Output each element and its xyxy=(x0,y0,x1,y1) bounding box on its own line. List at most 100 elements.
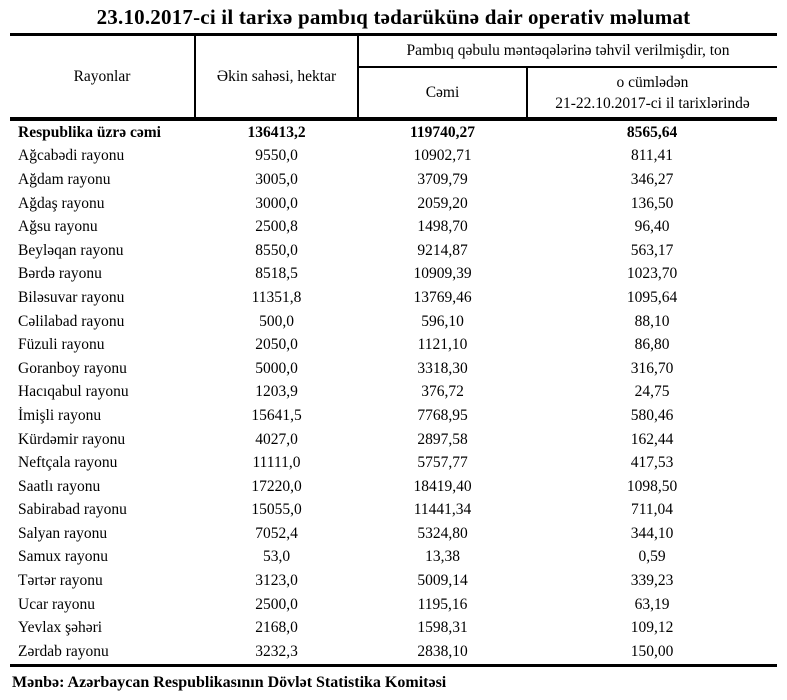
area-cell: 500,0 xyxy=(259,312,294,330)
region-cell: Samux rayonu xyxy=(18,548,108,566)
area-cell: 53,0 xyxy=(262,548,291,566)
table-row: Samux rayonu 53,0 13,38 0,59 xyxy=(10,546,777,570)
delivered-recent-cell: 86,80 xyxy=(634,336,670,354)
delivered-total-cell: 1498,70 xyxy=(417,218,468,236)
region-cell: Ucar rayonu xyxy=(18,595,96,613)
region-cell: Füzuli rayonu xyxy=(18,336,105,354)
table-row: Biləsuvar rayonu 11351,8 13769,46 1095,6… xyxy=(10,286,777,310)
table-row: Saatlı rayonu 17220,0 18419,40 1098,50 xyxy=(10,475,777,499)
table-row: Ağdaş rayonu 3000,0 2059,20 136,50 xyxy=(10,192,777,216)
delivered-recent-cell: 316,70 xyxy=(630,359,674,377)
delivered-recent-cell: 162,44 xyxy=(630,430,674,448)
table-row: Cəlilabad rayonu 500,0 596,10 88,10 xyxy=(10,310,777,334)
delivered-total-cell: 376,72 xyxy=(421,383,464,401)
delivered-recent-cell: 24,75 xyxy=(634,383,670,401)
table-body: Respublika üzrə cəmi 136413,2 119740,27 … xyxy=(10,119,777,665)
table-row: Yevlax şəhəri 2168,0 1598,31 109,12 xyxy=(10,616,777,640)
table-row: Neftçala rayonu 11111,0 5757,77 417,53 xyxy=(10,451,777,475)
delivered-total-cell: 11441,34 xyxy=(413,501,472,519)
area-cell: 3232,3 xyxy=(255,642,298,660)
delivered-total-cell: 13769,46 xyxy=(413,288,472,306)
region-cell: Sabirabad rayonu xyxy=(18,501,127,519)
delivered-recent-cell: 0,59 xyxy=(638,548,666,566)
region-cell: Respublika üzrə cəmi xyxy=(18,123,161,141)
cotton-procurement-table: Rayonlar Əkin sahəsi, hektar Pambıq qəbu… xyxy=(10,33,777,667)
delivered-recent-cell: 96,40 xyxy=(634,218,670,236)
header-row-group: Rayonlar Əkin sahəsi, hektar Pambıq qəbu… xyxy=(10,34,777,119)
column-header-region: Rayonlar xyxy=(10,34,196,119)
header-row-sub: Cəmi o cümlədən 21-22.10.2017-ci il tari… xyxy=(10,67,777,119)
area-cell: 2500,0 xyxy=(255,595,298,613)
area-cell: 4027,0 xyxy=(255,430,298,448)
delivered-total-cell: 596,10 xyxy=(421,312,464,330)
region-cell: Salyan rayonu xyxy=(18,524,108,542)
column-header-delivered-group: Pambıq qəbulu məntəqələrinə təhvil veril… xyxy=(358,34,777,68)
table-row: Bərdə rayonu 8518,5 10909,39 1023,70 xyxy=(10,263,777,287)
area-cell: 11351,8 xyxy=(251,288,302,306)
region-cell: Kürdəmir rayonu xyxy=(18,430,126,448)
delivered-recent-cell: 136,50 xyxy=(630,194,674,212)
region-cell: Goranboy rayonu xyxy=(18,359,127,377)
source-note: Mənbə: Azərbaycan Respublikasının Dövlət… xyxy=(12,673,447,691)
region-cell: Neftçala rayonu xyxy=(18,454,118,472)
delivered-total-cell: 9214,87 xyxy=(417,241,468,259)
table-row: Ağcabədi rayonu 9550,0 10902,71 811,41 xyxy=(10,145,777,169)
region-cell: Zərdab rayonu xyxy=(18,642,109,660)
delivered-recent-cell: 346,27 xyxy=(630,170,674,188)
delivered-recent-cell: 1023,70 xyxy=(626,265,678,283)
delivered-total-cell: 2838,10 xyxy=(417,642,468,660)
region-cell: Ağdaş rayonu xyxy=(18,194,105,212)
region-cell: Cəlilabad rayonu xyxy=(18,312,125,330)
table-row: Tərtər rayonu 3123,0 5009,14 339,23 xyxy=(10,569,777,593)
area-cell: 136413,2 xyxy=(247,123,306,141)
region-cell: Hacıqabul rayonu xyxy=(18,383,129,401)
area-cell: 3000,0 xyxy=(255,194,298,212)
table-row: Salyan rayonu 7052,4 5324,80 344,10 xyxy=(10,522,777,546)
table-row: Beyləqan rayonu 8550,0 9214,87 563,17 xyxy=(10,239,777,263)
table-row: Goranboy rayonu 5000,0 3318,30 316,70 xyxy=(10,357,777,381)
column-header-delivered-recent-line1: o cümlədən xyxy=(616,73,689,91)
region-cell: Tərtər rayonu xyxy=(18,572,103,590)
delivered-total-cell: 7768,95 xyxy=(417,406,468,424)
delivered-total-cell: 1121,10 xyxy=(417,336,468,354)
area-cell: 8518,5 xyxy=(255,265,298,283)
delivered-recent-cell: 339,23 xyxy=(630,572,674,590)
table-row: Hacıqabul rayonu 1203,9 376,72 24,75 xyxy=(10,381,777,405)
delivered-total-cell: 5757,77 xyxy=(417,454,468,472)
table-row: Sabirabad rayonu 15055,0 11441,34 711,04 xyxy=(10,499,777,523)
area-cell: 11111,0 xyxy=(252,454,301,472)
area-cell: 17220,0 xyxy=(251,477,302,495)
column-header-delivered-recent-line2: 21-22.10.2017-ci il tarixlərində xyxy=(555,94,750,112)
area-cell: 2050,0 xyxy=(255,336,298,354)
area-cell: 2500,8 xyxy=(255,218,298,236)
delivered-recent-cell: 563,17 xyxy=(630,241,674,259)
area-cell: 1203,9 xyxy=(255,383,298,401)
region-cell: Yevlax şəhəri xyxy=(18,619,103,637)
delivered-recent-cell: 150,00 xyxy=(630,642,674,660)
delivered-total-cell: 10909,39 xyxy=(413,265,472,283)
area-cell: 9550,0 xyxy=(255,147,298,165)
delivered-recent-cell: 344,10 xyxy=(630,524,674,542)
region-cell: Beyləqan rayonu xyxy=(18,241,124,259)
region-cell: İmişli rayonu xyxy=(18,406,102,424)
delivered-total-cell: 5009,14 xyxy=(417,572,468,590)
delivered-total-cell: 13,38 xyxy=(425,548,460,566)
report-title: 23.10.2017-ci il tarixə pambıq tədarükün… xyxy=(96,5,691,29)
table-row: İmişli rayonu 15641,5 7768,95 580,46 xyxy=(10,404,777,428)
table-row: Ağdam rayonu 3005,0 3709,79 346,27 xyxy=(10,168,777,192)
area-cell: 7052,4 xyxy=(255,524,298,542)
area-cell: 2168,0 xyxy=(255,619,298,637)
region-cell: Bərdə rayonu xyxy=(18,265,102,283)
table-header: Rayonlar Əkin sahəsi, hektar Pambıq qəbu… xyxy=(10,34,777,119)
region-cell: Biləsuvar rayonu xyxy=(18,288,125,306)
region-cell: Saatlı rayonu xyxy=(18,477,101,495)
delivered-recent-cell: 1098,50 xyxy=(626,477,678,495)
delivered-recent-cell: 711,04 xyxy=(630,501,674,519)
area-cell: 5000,0 xyxy=(255,359,298,377)
table-row: Kürdəmir rayonu 4027,0 2897,58 162,44 xyxy=(10,428,777,452)
delivered-recent-cell: 1095,64 xyxy=(626,288,678,306)
delivered-total-cell: 1195,16 xyxy=(417,595,468,613)
area-cell: 3123,0 xyxy=(255,572,298,590)
delivered-recent-cell: 811,41 xyxy=(630,147,674,165)
column-header-delivered-recent: o cümlədən 21-22.10.2017-ci il tarixləri… xyxy=(527,67,777,119)
